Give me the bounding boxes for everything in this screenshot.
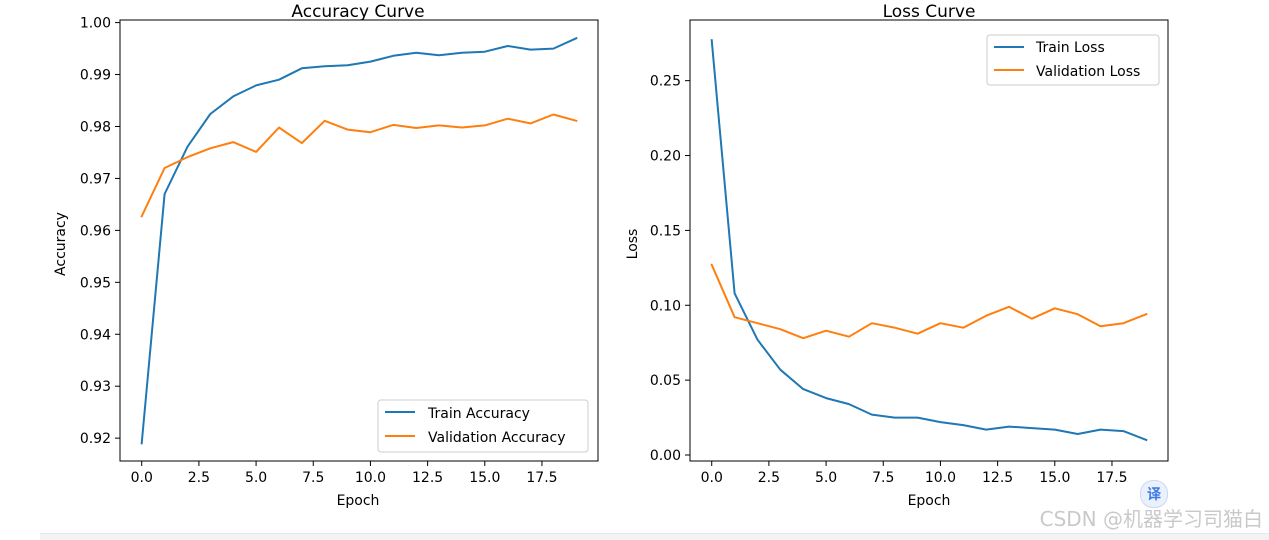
accuracy-chart-title: Accuracy Curve — [291, 2, 424, 22]
series-line-train-accuracy — [140, 36, 578, 445]
loss-y-tick-label: 0.00 — [650, 448, 681, 464]
translate-button[interactable]: 译 — [1140, 480, 1168, 508]
loss-y-tick-label: 0.05 — [650, 373, 681, 389]
loss-x-tick-label: 7.5 — [872, 470, 894, 486]
accuracy-x-tick-label: 0.0 — [131, 470, 153, 486]
series-line-validation-accuracy — [140, 113, 578, 218]
accuracy-plot-frame — [119, 19, 599, 462]
loss-y-tick-label: 0.20 — [650, 149, 681, 165]
loss-y-axis-label: Loss — [625, 229, 641, 260]
accuracy-y-tick-label: 0.94 — [80, 327, 111, 343]
legend-label-validation-accuracy: Validation Accuracy — [428, 430, 566, 446]
accuracy-x-tick-label: 5.0 — [245, 470, 267, 486]
accuracy-x-tick-label: 15.0 — [469, 470, 500, 486]
loss-x-axis-label: Epoch — [908, 493, 951, 509]
accuracy-x-tick-label: 7.5 — [302, 470, 324, 486]
loss-x-tick-label: 12.5 — [982, 470, 1013, 486]
accuracy-y-tick-label: 0.95 — [80, 275, 111, 291]
accuracy-x-tick-label: 10.0 — [355, 470, 386, 486]
loss-x-tick-label: 10.0 — [925, 470, 956, 486]
legend-label-train-loss: Train Loss — [1035, 40, 1105, 56]
accuracy-axis-ticks: 0.0 2.5 5.0 7.5 10.0 12.5 15.0 17.5 0.92 0.93 0.94… — [80, 16, 558, 486]
series-line-train-loss — [710, 39, 1148, 442]
loss-y-tick-label: 0.10 — [650, 298, 681, 314]
accuracy-y-axis-label: Accuracy — [53, 212, 69, 276]
accuracy-legend: Train Accuracy Validation Accuracy — [377, 399, 589, 453]
loss-chart: Loss Curve 0.0 2.5 5.0 7.5 10.0 12.5 15.0 17.50… — [625, 2, 1169, 509]
loss-x-tick-label: 0.0 — [701, 470, 723, 486]
loss-legend-box — [986, 34, 1160, 86]
series-line-validation-loss — [710, 263, 1148, 340]
accuracy-legend-box — [377, 399, 589, 453]
accuracy-y-tick-label: 1.00 — [80, 16, 111, 32]
accuracy-chart: Accuracy Curve 0.0 2.5 5.0 7.5 10.0 12.5 15.0 1… — [53, 2, 599, 509]
loss-x-tick-label: 17.5 — [1096, 470, 1127, 486]
loss-x-tick-label: 2.5 — [758, 470, 780, 486]
loss-x-tick-label: 5.0 — [815, 470, 837, 486]
loss-chart-title: Loss Curve — [883, 2, 976, 22]
accuracy-series-lines — [140, 36, 578, 445]
accuracy-y-tick-label: 0.93 — [80, 379, 111, 395]
accuracy-y-tick-label: 0.99 — [80, 68, 111, 84]
loss-y-tick-label: 0.15 — [650, 223, 681, 239]
accuracy-x-tick-label: 12.5 — [412, 470, 443, 486]
loss-y-tick-label: 0.25 — [650, 74, 681, 90]
loss-legend: Train Loss Validation Loss — [986, 34, 1160, 86]
loss-x-tick-label: 15.0 — [1039, 470, 1070, 486]
loss-series-lines — [710, 39, 1148, 442]
accuracy-x-axis-label: Epoch — [337, 493, 380, 509]
legend-label-validation-loss: Validation Loss — [1036, 64, 1140, 80]
accuracy-y-tick-label: 0.98 — [80, 119, 111, 135]
accuracy-y-tick-label: 0.97 — [80, 171, 111, 187]
accuracy-y-tick-label: 0.92 — [80, 431, 111, 447]
loss-axis-ticks: 0.0 2.5 5.0 7.5 10.0 12.5 15.0 17.5 0.00 0.05 0.10… — [650, 74, 1128, 486]
accuracy-x-tick-label: 17.5 — [526, 470, 557, 486]
loss-plot-frame — [689, 19, 1169, 462]
watermark-text: CSDN @机器学习司猫白 — [1039, 507, 1263, 531]
legend-label-train-accuracy: Train Accuracy — [427, 406, 530, 422]
accuracy-y-tick-label: 0.96 — [80, 223, 111, 239]
accuracy-x-tick-label: 2.5 — [188, 470, 210, 486]
bottom-scroll-strip — [40, 533, 1269, 540]
